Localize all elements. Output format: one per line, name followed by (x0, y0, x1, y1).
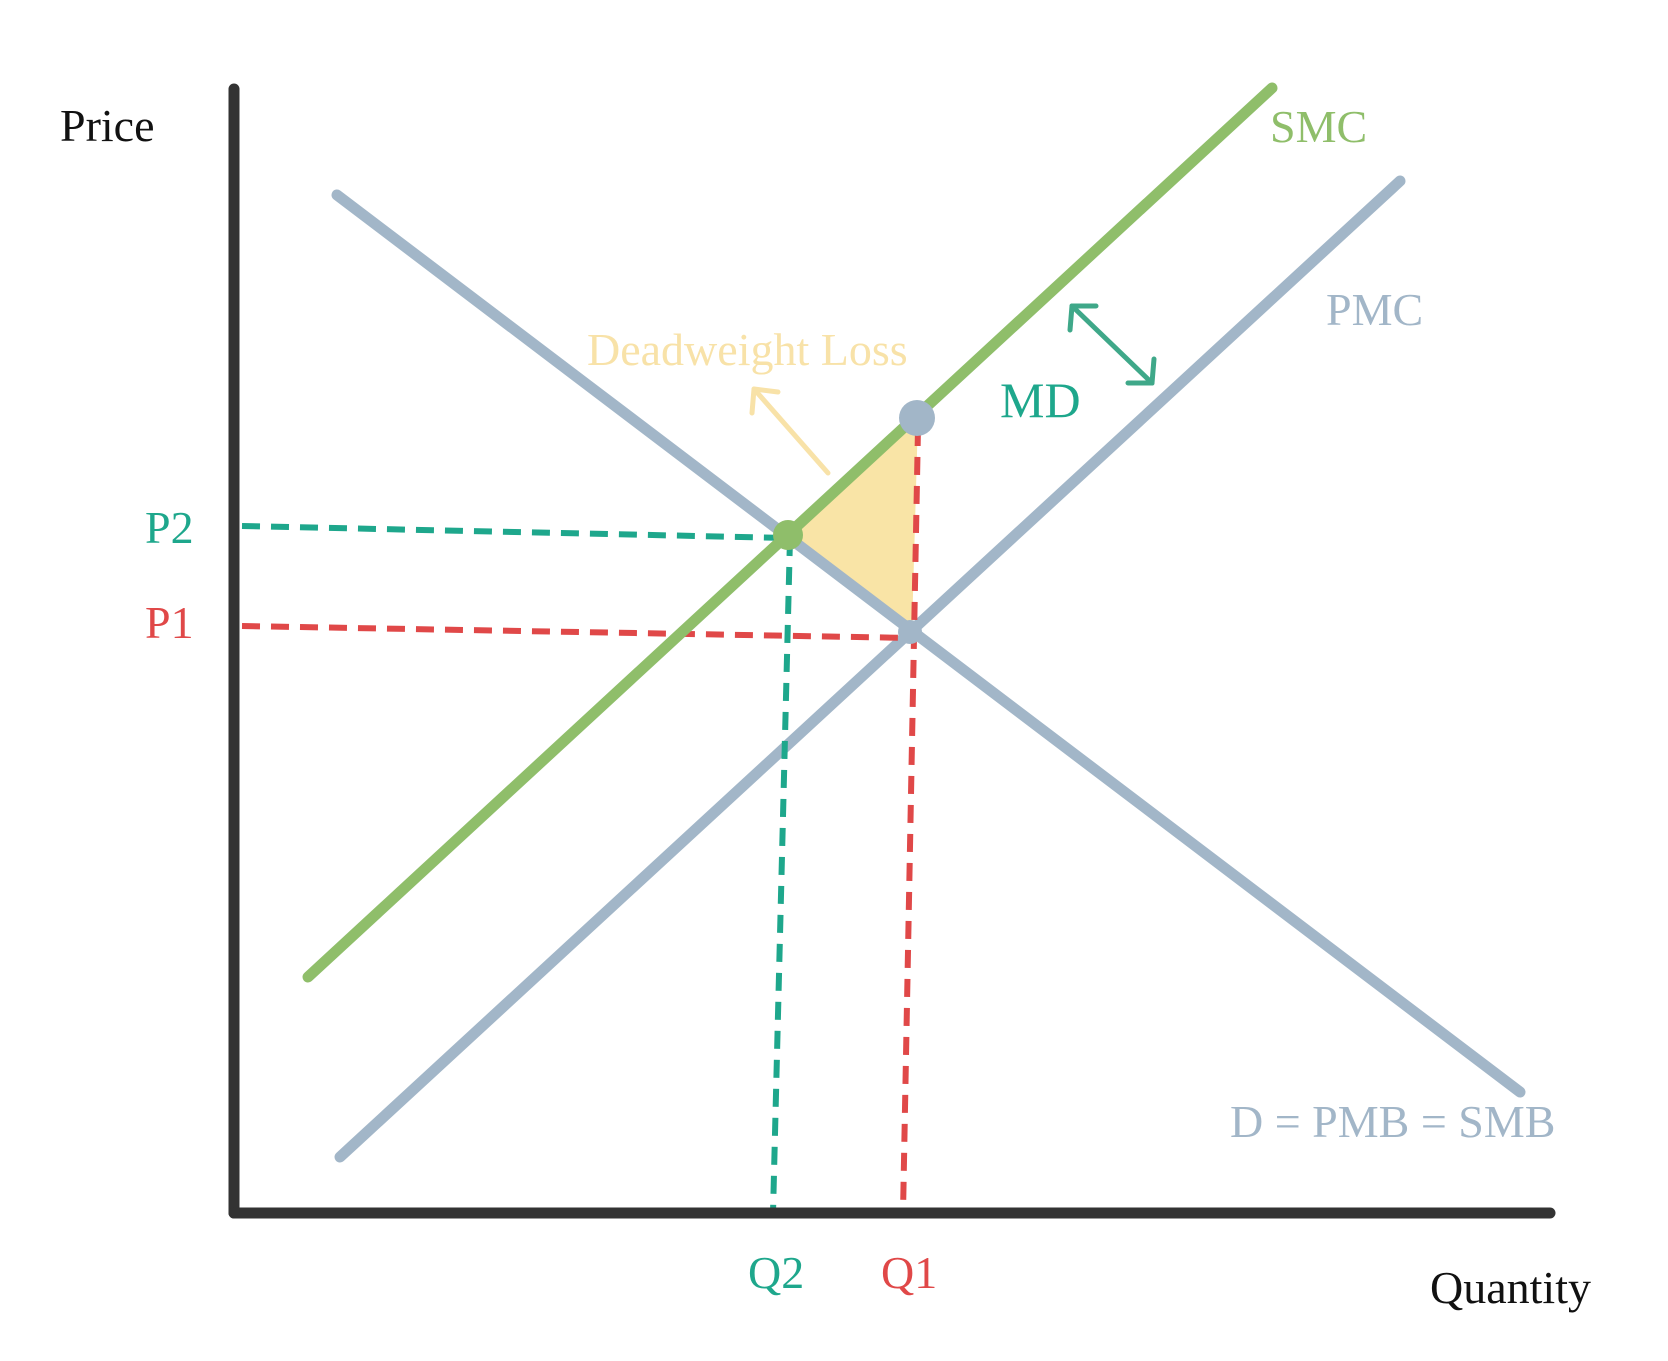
pmc-label: PMC (1326, 284, 1423, 335)
p1-guide-line (241, 623, 913, 641)
social-optimum-point (773, 520, 803, 550)
q1-guide-line (900, 427, 921, 1214)
y-axis-label: Price (60, 100, 155, 151)
x-axis-label: Quantity (1430, 1262, 1591, 1313)
deadweight-loss-arrow (749, 386, 831, 476)
deadweight-loss-arrow-head (749, 386, 781, 416)
deadweight-loss-area (788, 418, 918, 630)
p2-guide-line (241, 523, 789, 541)
md-label: MD (1000, 372, 1081, 428)
q2-label: Q2 (748, 1247, 804, 1298)
deadweight-loss-label: Deadweight Loss (587, 324, 908, 375)
pmc-curve (334, 175, 1406, 1163)
md-arrow-head-top (1067, 303, 1099, 333)
smc-at-q1-point (899, 400, 935, 436)
md-arrow-head-bottom (1125, 356, 1157, 386)
p2-label: P2 (145, 502, 194, 553)
p1-label: P1 (145, 597, 194, 648)
md-arrow (1067, 303, 1157, 386)
demand-label: D = PMB = SMB (1230, 1096, 1555, 1147)
smc-label: SMC (1270, 101, 1367, 152)
deadweight-loss-arrow-shaft (751, 386, 831, 476)
market-equilibrium-point (898, 620, 922, 644)
q2-guide-line (770, 537, 793, 1214)
md-arrow-shaft (1069, 303, 1155, 386)
q1-label: Q1 (881, 1247, 937, 1298)
demand-curve (331, 189, 1526, 1098)
